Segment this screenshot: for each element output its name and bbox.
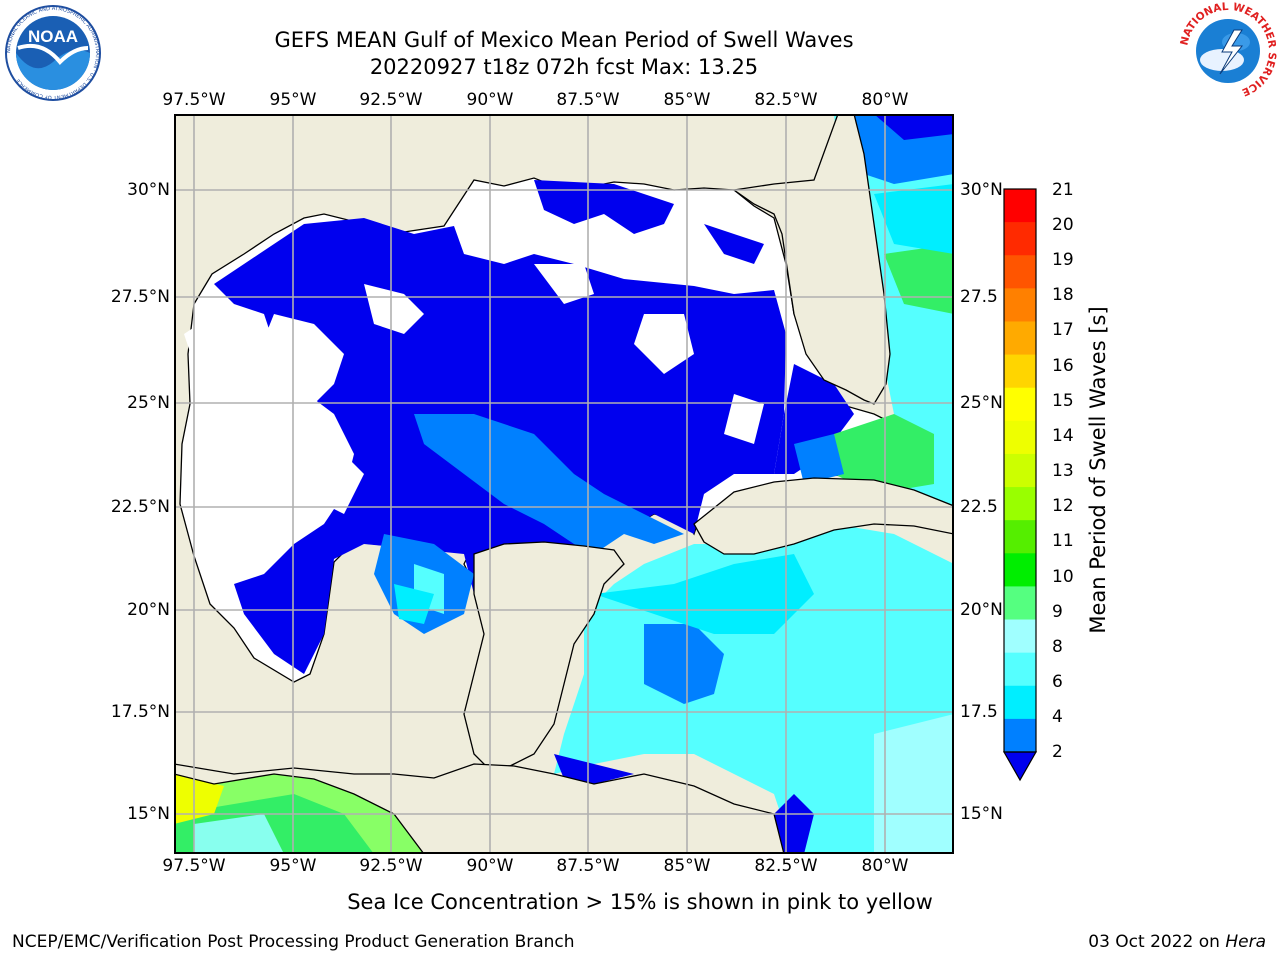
colorbar-segment (1004, 652, 1036, 687)
colorbar-segment (1004, 189, 1036, 223)
nws-logo: NATIONAL WEATHER SERVICE (1178, 2, 1278, 98)
noaa-logo: NOAA NATIONAL OCEANIC AND ATMOSPHERIC AD… (5, 5, 101, 101)
mid-blue-swell (414, 414, 684, 554)
noaa-text: NOAA (28, 27, 78, 46)
colorbar-extend-arrow (1002, 751, 1038, 782)
colorbar-segment (1004, 718, 1036, 753)
lat-tick-left: 17.5°N (110, 702, 170, 722)
lon-tick-top: 85°W (663, 90, 711, 110)
lat-tick-right: 17.5 (960, 702, 998, 722)
lon-tick-bottom: 80°W (861, 856, 909, 876)
colorbar-tick: 17 (1052, 320, 1074, 340)
lon-tick-bottom: 85°W (663, 856, 711, 876)
colorbar-tick: 16 (1052, 356, 1074, 376)
colorbar-segment (1004, 222, 1036, 256)
lat-tick-right: 22.5 (960, 497, 998, 517)
lon-tick-top: 87.5°W (556, 90, 620, 110)
colorbar-tick: 21 (1052, 180, 1074, 200)
colorbar-tick: 4 (1052, 707, 1063, 727)
lon-tick-bottom: 87.5°W (556, 856, 620, 876)
lat-tick-left: 25°N (127, 393, 170, 413)
lat-tick-right: 27.5 (960, 287, 998, 307)
colorbar (1002, 188, 1038, 782)
lat-tick-right: 15°N (960, 804, 1003, 824)
lon-tick-top: 97.5°W (162, 90, 226, 110)
colorbar-segment (1004, 387, 1036, 422)
footer-date: 03 Oct 2022 on Hera (1088, 932, 1266, 952)
florida (732, 114, 891, 405)
lon-tick-top: 92.5°W (359, 90, 423, 110)
lat-tick-left: 15°N (127, 804, 170, 824)
sea-ice-note: Sea Ice Concentration > 15% is shown in … (347, 890, 933, 914)
map-subtitle: 20220927 t18z 072h fcst Max: 13.25 (369, 55, 759, 79)
footer-credit: NCEP/EMC/Verification Post Processing Pr… (12, 932, 575, 952)
lon-tick-bottom: 92.5°W (359, 856, 423, 876)
central-america (174, 763, 785, 854)
cuba (693, 477, 954, 555)
colorbar-tick: 19 (1052, 250, 1074, 270)
lat-tick-right: 25°N (960, 393, 1003, 413)
footer-host: Hera (1225, 932, 1266, 952)
colorbar-tick: 9 (1052, 602, 1063, 622)
colorbar-segment (1004, 685, 1036, 720)
lat-tick-left: 30°N (127, 180, 170, 200)
lon-tick-bottom: 82.5°W (754, 856, 818, 876)
colorbar-tick: 11 (1052, 531, 1074, 551)
lon-tick-top: 95°W (269, 90, 317, 110)
colorbar-tick: 2 (1052, 742, 1063, 762)
lat-tick-right: 20°N (960, 600, 1003, 620)
lon-tick-bottom: 90°W (466, 856, 514, 876)
yucatan (463, 541, 625, 775)
lon-tick-bottom: 97.5°W (162, 856, 226, 876)
colorbar-segment (1004, 354, 1036, 389)
colorbar-tick: 10 (1052, 567, 1074, 587)
colorbar-segment (1004, 553, 1036, 587)
colorbar-segment (1004, 586, 1036, 621)
colorbar-segment (1004, 619, 1036, 654)
colorbar-tick: 14 (1052, 426, 1074, 446)
lat-tick-left: 20°N (127, 600, 170, 620)
colorbar-tick: 18 (1052, 285, 1074, 305)
lat-tick-right: 30°N (960, 180, 1003, 200)
lon-tick-top: 82.5°W (754, 90, 818, 110)
lat-tick-left: 22.5°N (110, 497, 170, 517)
colorbar-tick: 6 (1052, 672, 1063, 692)
colorbar-tick: 20 (1052, 215, 1074, 235)
colorbar-segment (1004, 321, 1036, 356)
colorbar-segment (1004, 420, 1036, 455)
colorbar-segment (1004, 487, 1036, 521)
lon-tick-top: 90°W (466, 90, 514, 110)
colorbar-tick: 12 (1052, 496, 1074, 516)
swell-period-map (174, 114, 954, 854)
colorbar-label: Mean Period of Swell Waves [s] (1086, 306, 1110, 634)
colorbar-tick: 15 (1052, 391, 1074, 411)
colorbar-tick: 8 (1052, 637, 1063, 657)
lon-tick-top: 80°W (861, 90, 909, 110)
colorbar-segment (1004, 520, 1036, 554)
lon-tick-bottom: 95°W (269, 856, 317, 876)
colorbar-segment (1004, 255, 1036, 289)
colorbar-segment (1004, 288, 1036, 322)
lat-tick-left: 27.5°N (110, 287, 170, 307)
colorbar-segment (1004, 453, 1036, 488)
graticule (174, 114, 954, 854)
map-title: GEFS MEAN Gulf of Mexico Mean Period of … (274, 28, 854, 52)
colorbar-tick: 13 (1052, 461, 1074, 481)
